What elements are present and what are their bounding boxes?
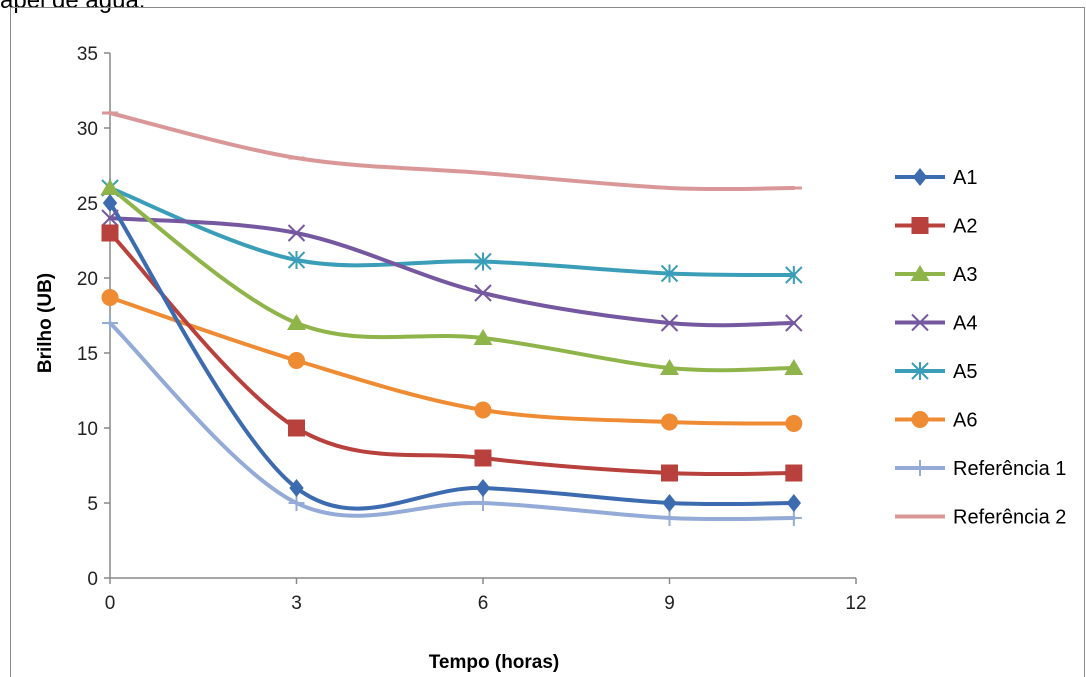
data-point — [474, 449, 492, 467]
series-line-a2 — [108, 231, 796, 477]
legend-item: A4 — [895, 313, 977, 335]
data-point — [100, 179, 120, 195]
data-point — [287, 251, 306, 269]
legend-label: A1 — [953, 167, 977, 189]
legend-marker — [911, 362, 929, 380]
legend-label: A5 — [953, 361, 977, 383]
legend-label: Referência 1 — [953, 458, 1066, 480]
legend-label: A3 — [953, 264, 977, 286]
data-point — [102, 194, 118, 212]
data-point — [785, 314, 803, 332]
data-point — [785, 266, 803, 284]
data-point — [288, 495, 305, 511]
series-lines — [108, 111, 796, 522]
x-tick-label: 12 — [845, 593, 866, 614]
series-line-a6 — [108, 295, 796, 426]
x-tick-label: 3 — [291, 593, 302, 614]
y-tick-label: 0 — [87, 569, 98, 590]
y-tick-label: 30 — [77, 119, 98, 140]
data-point — [288, 419, 305, 437]
legend-label: A6 — [953, 410, 977, 432]
data-point — [661, 464, 678, 482]
legend-label: Referência 2 — [953, 507, 1066, 529]
axes: 0 5 10 15 20 25 30 35 0 3 6 9 12 — [77, 44, 867, 614]
data-point — [474, 401, 492, 419]
y-tick-label: 10 — [77, 419, 98, 440]
data-point — [660, 264, 679, 283]
legend-item: Referência 2 — [895, 507, 1066, 529]
data-point — [101, 209, 119, 227]
legend-item: A1 — [895, 167, 977, 189]
data-point — [102, 315, 118, 331]
legend-item: A2 — [895, 216, 977, 238]
y-tick-label: 5 — [87, 494, 98, 515]
legend-marker — [911, 217, 929, 234]
legend-marker — [910, 265, 930, 281]
data-point — [785, 415, 803, 432]
data-point — [660, 359, 679, 375]
chart-frame — [10, 7, 1085, 677]
series-line-a4 — [108, 216, 796, 328]
data-point — [786, 494, 802, 512]
x-tick-label: 9 — [664, 593, 675, 614]
data-point — [474, 252, 492, 271]
legend: A1 A2 A3 A4 A5 A6 Referência 1 Referência 2 — [895, 167, 1066, 529]
legend-item: A5 — [895, 361, 977, 383]
series-line-referencia-2 — [108, 111, 796, 192]
y-tick-label: 15 — [77, 344, 98, 365]
data-point — [785, 464, 803, 482]
data-point — [101, 289, 119, 306]
series-line-referencia-1 — [108, 321, 796, 522]
data-point — [287, 224, 306, 242]
legend-marker — [912, 460, 928, 476]
y-tick-label: 20 — [77, 269, 98, 290]
data-point — [101, 224, 119, 242]
y-tick-label: 35 — [77, 44, 98, 65]
y-axis-title: Brilho (UB) — [35, 273, 56, 373]
x-axis-title: Tempo (horas) — [429, 652, 560, 673]
legend-marker — [912, 168, 928, 186]
legend-item: Referência 1 — [895, 458, 1066, 480]
series-line-a1 — [108, 201, 796, 511]
x-tick-label: 6 — [478, 593, 489, 614]
y-tick-label: 25 — [77, 194, 98, 215]
x-tick-label: 0 — [105, 593, 116, 614]
data-point — [662, 494, 677, 512]
legend-marker — [911, 313, 929, 332]
legend-item: A3 — [895, 264, 977, 286]
data-point — [289, 479, 304, 497]
data-point — [660, 314, 679, 332]
series-line-a3 — [108, 186, 796, 373]
data-point — [473, 329, 493, 345]
data-point — [287, 314, 306, 330]
series-markers — [100, 111, 804, 526]
data-point — [785, 510, 802, 526]
data-point — [661, 510, 678, 526]
data-point — [288, 352, 305, 369]
series-line-a5 — [108, 186, 796, 278]
data-point — [784, 359, 804, 375]
legend-item: A6 — [895, 410, 977, 432]
legend-marker — [911, 411, 929, 428]
legend-label: A4 — [953, 313, 977, 335]
data-point — [474, 284, 492, 302]
data-point — [661, 413, 678, 431]
legend-label: A2 — [953, 216, 977, 238]
data-point — [475, 479, 491, 497]
data-point — [475, 495, 491, 511]
